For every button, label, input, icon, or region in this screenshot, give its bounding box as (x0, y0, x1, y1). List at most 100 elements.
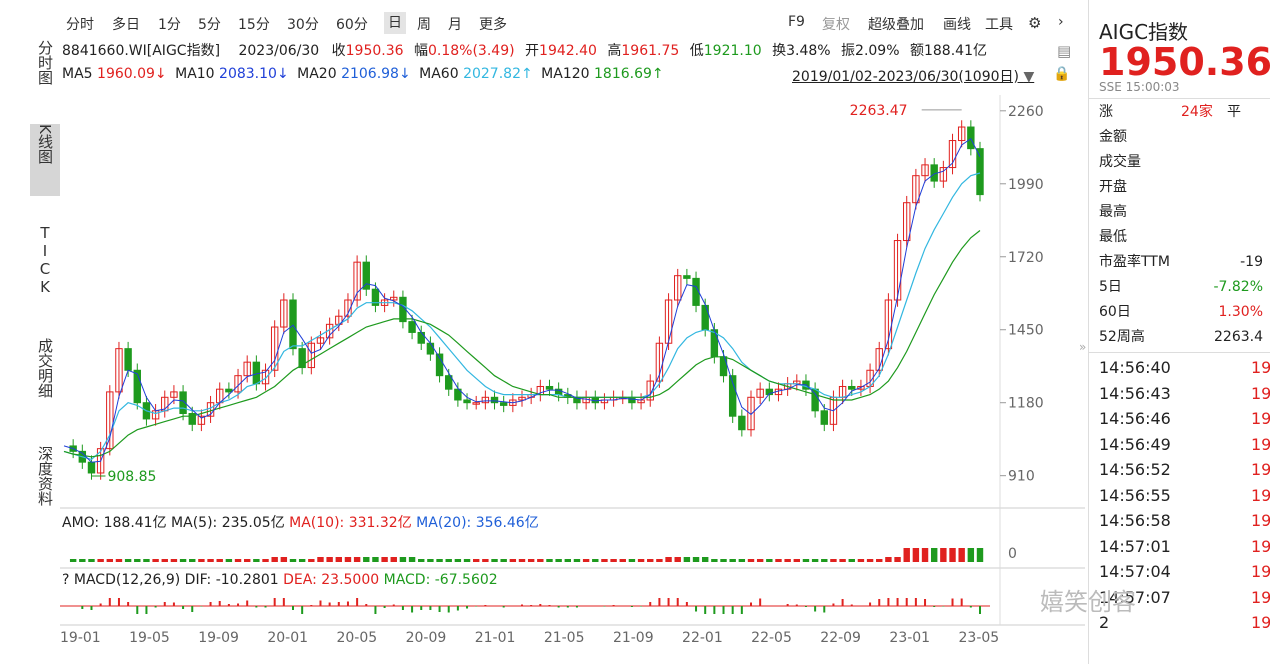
tick-time: 14:57:01 (1099, 536, 1171, 556)
period-15min[interactable]: 15分 (238, 17, 270, 33)
tick-row: 14:56:52 19 (1099, 458, 1270, 482)
tick-row: 2 19 (1099, 611, 1270, 635)
amplitude-label: 振 (841, 43, 856, 59)
candle-body (225, 388, 233, 393)
lock-icon[interactable]: 🔒 (1053, 66, 1071, 82)
volume-bar (573, 559, 581, 562)
volume-bar (482, 559, 489, 562)
tick-time: 14:56:58 (1099, 511, 1171, 530)
panel-divider (1089, 352, 1270, 353)
nav-trade-detail[interactable]: 成交明细 (30, 338, 60, 430)
volume-bar (958, 548, 965, 562)
volume-bar (134, 559, 141, 562)
volume-bar (326, 557, 333, 562)
volume-bar (179, 559, 187, 562)
volume-bar (784, 559, 791, 562)
ma60-value: 2027.82↑ (463, 66, 533, 82)
stat-label: 最高 (1099, 204, 1127, 220)
candle-body (289, 299, 297, 350)
stat-row: 市盈率TTM -19 (1099, 251, 1263, 273)
volume-bar (189, 559, 196, 562)
macd-histogram-bar (319, 600, 322, 606)
volume-bar (280, 557, 288, 562)
period-monthly[interactable]: 月 (448, 17, 462, 33)
macd-histogram-bar (154, 606, 157, 608)
f9-button[interactable]: F9 (788, 14, 805, 30)
ma-line-ma60 (63, 172, 981, 461)
macd-histogram-bar (969, 606, 972, 608)
period-intraday[interactable]: 分时 (66, 17, 94, 33)
draw-line-button[interactable]: 画线 (943, 17, 971, 33)
macd-histogram-bar (310, 605, 313, 606)
ma10-value: 2083.10↓ (219, 66, 289, 82)
candle-body (106, 391, 114, 450)
volume-bar (811, 559, 819, 562)
period-more[interactable]: 更多 (479, 17, 507, 33)
macd-histogram-bar (530, 605, 533, 606)
candle-body (518, 396, 526, 401)
macd-histogram-bar (841, 599, 844, 606)
x-tick-label: 20-09 (406, 630, 447, 646)
candle-body (903, 202, 911, 242)
open-label: 开 (525, 43, 540, 59)
macd-histogram-bar (933, 606, 936, 607)
period-1min[interactable]: 1分 (158, 17, 181, 33)
date-range-selector[interactable]: 2019/01/02-2023/06/30(1090日) ▼ (792, 66, 1034, 86)
macd-help-icon[interactable]: ? (62, 572, 70, 588)
volume-bar (701, 557, 709, 562)
exchange-time: SSE 15:00:03 (1099, 80, 1180, 94)
volume-bar (527, 559, 535, 562)
candle-body (344, 299, 352, 317)
macd-histogram-bar (346, 601, 349, 606)
overlay-button[interactable]: 超级叠加 (868, 17, 924, 33)
period-multiday[interactable]: 多日 (112, 17, 140, 33)
volume-bar (720, 559, 727, 562)
collapse-panel-icon[interactable]: » (1079, 340, 1087, 354)
period-daily[interactable]: 日 (384, 12, 406, 34)
candle-body (243, 361, 251, 377)
tools-button[interactable]: 工具 (985, 17, 1013, 33)
volume-bar (912, 548, 920, 562)
gear-icon[interactable]: ⚙ (1028, 14, 1042, 32)
volume-bar (271, 557, 278, 562)
layout-icon[interactable]: ▤ (1057, 42, 1072, 60)
tick-price: 19 (1251, 562, 1270, 581)
stat-label: 60日 (1099, 304, 1131, 320)
volume-bar (839, 559, 846, 562)
nav-tick[interactable]: TICK (30, 224, 60, 320)
y-tick-label: 1450 (1008, 323, 1044, 339)
nav-kline[interactable]: K线图 (30, 124, 60, 196)
ma20-value: 2106.98↓ (341, 66, 411, 82)
chart-canvas[interactable]: 910 1180 1450 1720 1990 2260 0 19-01 19-05 19-09 2… (0, 0, 1088, 664)
macd-histogram-bar (191, 606, 194, 612)
macd-histogram-bar (264, 606, 267, 608)
nav-timeshare[interactable]: 分时图 (30, 40, 60, 106)
rise-label: 涨 (1099, 104, 1113, 120)
period-weekly[interactable]: 周 (417, 17, 431, 33)
panel-divider (1089, 98, 1270, 99)
period-60min[interactable]: 60分 (336, 17, 368, 33)
ma-line-ma120 (63, 230, 981, 458)
period-5min[interactable]: 5分 (198, 17, 221, 33)
nav-depth-data[interactable]: 深度资料 (30, 446, 60, 542)
adjust-button[interactable]: 复权 (822, 17, 850, 33)
candle-body (463, 399, 471, 404)
volume-bar (930, 548, 938, 562)
volume-axis-label: 0 (1008, 546, 1017, 562)
macd-histogram-bar (456, 606, 459, 611)
candle-body (197, 415, 206, 425)
max-annotation: 2263.47 (850, 103, 908, 119)
candle-body (747, 396, 755, 431)
high-label: 高 (607, 43, 622, 59)
candle-body (921, 164, 929, 177)
period-30min[interactable]: 30分 (287, 17, 319, 33)
macd-histogram-bar (374, 606, 377, 614)
amount-label: 额 (909, 43, 924, 59)
macd-histogram-bar (136, 606, 139, 614)
chevron-right-icon[interactable]: › (1058, 14, 1064, 30)
candle-body (270, 326, 279, 371)
stat-label: 市盈率TTM (1099, 254, 1170, 270)
stat-row: 60日 1.30% (1099, 301, 1263, 323)
volume-bar (921, 548, 929, 562)
macd-histogram-bar (859, 606, 862, 607)
